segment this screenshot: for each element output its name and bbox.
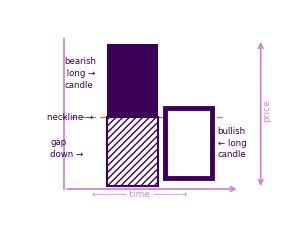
Bar [165,108,212,178]
Text: ←——— time ———→: ←——— time ———→ [92,190,188,199]
Bar [107,44,158,117]
Text: bullish
← long
candle: bullish ← long candle [218,127,246,159]
Text: bearish
 long →
candle: bearish long → candle [64,57,96,90]
Bar [107,117,158,186]
Text: gap
down →: gap down → [50,138,83,159]
Text: price: price [262,99,271,122]
Text: neckline →: neckline → [47,112,93,122]
